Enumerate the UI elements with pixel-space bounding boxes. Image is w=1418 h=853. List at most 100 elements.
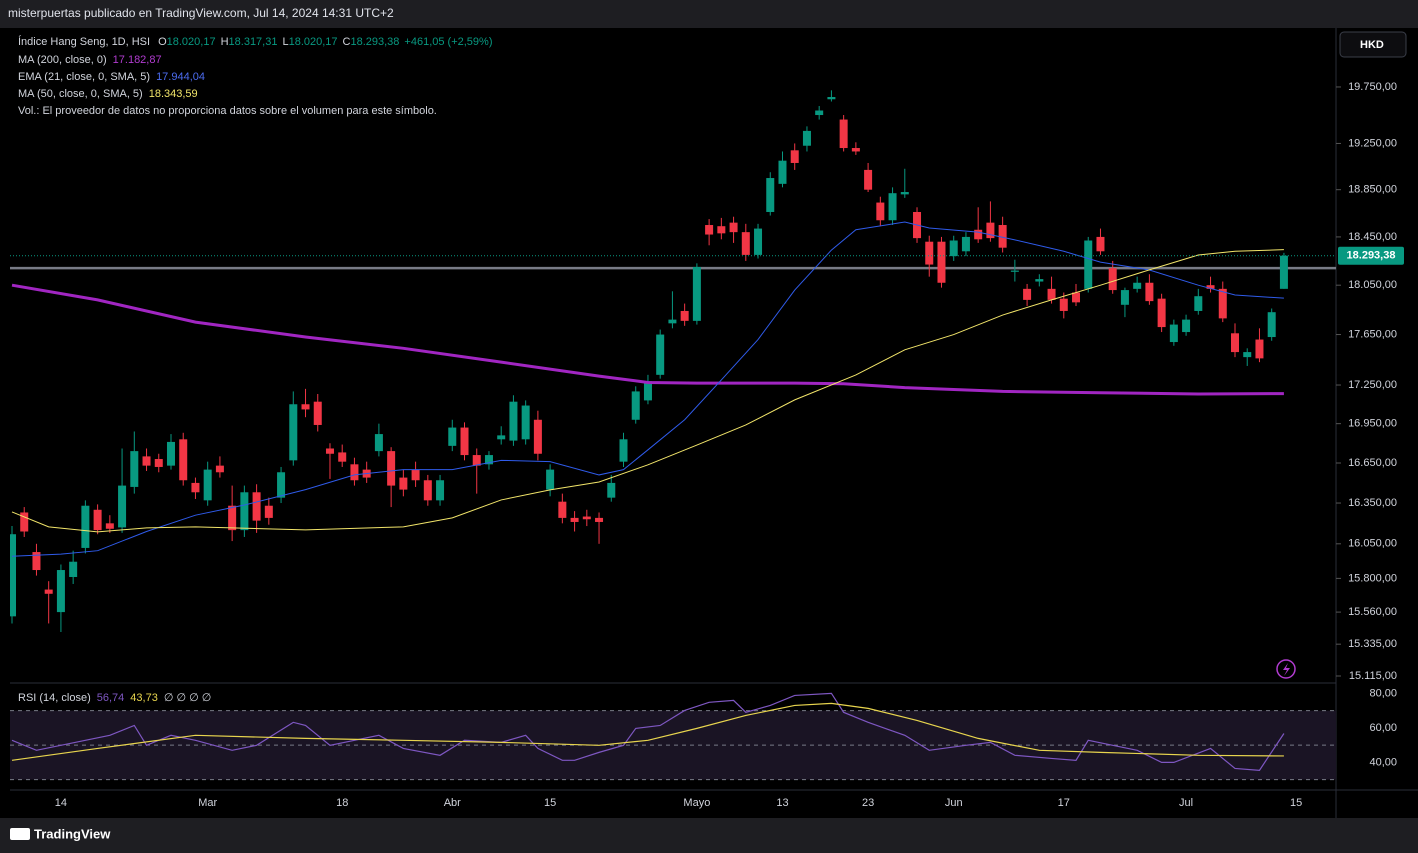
indicator-legend: EMA (21, close, 0, SMA, 5) 17.944,04: [18, 71, 205, 83]
candle-body: [1072, 292, 1081, 303]
x-tick-label: 14: [55, 797, 67, 809]
candle-body: [338, 452, 347, 462]
currency: HKD: [1360, 39, 1384, 51]
candle-body: [1133, 282, 1142, 289]
candle-body: [656, 334, 665, 375]
candle-body: [705, 225, 714, 235]
candle-body: [570, 517, 579, 522]
x-tick-label: 15: [544, 797, 556, 809]
legend-symbol: Índice Hang Seng, 1D, HSI: [18, 35, 150, 48]
candle-body: [1255, 339, 1264, 359]
candle-body: [546, 469, 555, 490]
candle-body: [56, 570, 65, 613]
candle-body: [166, 441, 175, 466]
candle-body: [802, 130, 811, 146]
candle-body: [607, 482, 616, 498]
candle-body: [240, 492, 249, 531]
brand: TradingView: [34, 826, 111, 841]
legend-ohlc-key: H: [221, 36, 229, 48]
y-tick-label: 15.800,00: [1348, 572, 1397, 584]
candle-body: [179, 439, 188, 481]
candle-body: [215, 465, 224, 473]
candle-body: [93, 509, 102, 531]
candle-body: [203, 469, 212, 501]
bottom-bar: [0, 818, 1418, 853]
legend-ohlc-key: C: [343, 36, 351, 48]
rsi-legend: RSI (14, close) 56,74 43,73 ∅ ∅ ∅ ∅: [18, 692, 211, 704]
rsi-tick-label: 40,00: [1369, 756, 1397, 768]
candle-body: [20, 512, 29, 532]
candle-body: [1035, 279, 1044, 282]
candle-body: [595, 517, 604, 522]
candle-body: [827, 97, 836, 100]
candle-body: [277, 472, 286, 498]
rsi-empty: ∅ ∅ ∅ ∅: [164, 692, 212, 704]
candle-body: [423, 480, 432, 501]
candle-body: [937, 241, 946, 283]
candle-body: [1279, 255, 1288, 289]
overlay: Índice Hang Seng, 1D, HSI O18.020,17 H18.3…: [18, 35, 1404, 809]
y-tick-label: 16.950,00: [1348, 418, 1397, 430]
candle-body: [1218, 288, 1227, 319]
x-tick-label: 15: [1290, 797, 1302, 809]
candle-body: [1047, 288, 1056, 300]
rsi-value: 43,73: [130, 692, 158, 704]
candle-body: [154, 459, 163, 467]
rsi-value: 56,74: [97, 692, 125, 704]
candle-body: [1059, 298, 1068, 311]
candle-body: [1157, 298, 1166, 328]
currency-button[interactable]: [1339, 31, 1407, 58]
rsi-title: RSI (14, close): [18, 692, 91, 704]
x-tick-label: 13: [776, 797, 788, 809]
logo: [10, 828, 30, 840]
candle-body: [582, 516, 591, 520]
y-tick-label: 17.250,00: [1348, 379, 1397, 391]
y-tick-label: 17.650,00: [1348, 328, 1397, 340]
x-tick-label: Abr: [444, 797, 461, 809]
indicator-line: [11, 692, 1285, 771]
indicator-name: MA (200, close, 0): [18, 54, 107, 66]
alert-icon[interactable]: [1276, 659, 1296, 679]
candle-body: [228, 505, 237, 531]
candle-body: [350, 464, 359, 481]
indicator-name: MA (50, close, 0, SMA, 5): [18, 88, 143, 100]
plot: [10, 90, 1336, 781]
x-tick-label: 23: [862, 797, 874, 809]
candle-body: [533, 419, 542, 454]
last-price-label: 18.293,38: [1347, 250, 1396, 262]
x-tick-label: Mayo: [683, 797, 710, 809]
y-tick-label: 16.650,00: [1348, 457, 1397, 469]
indicator-line: [11, 702, 1284, 761]
x-tick-label: Jun: [945, 797, 963, 809]
indicator-line: [11, 221, 1284, 557]
candle-body: [961, 236, 970, 252]
candle-body: [509, 401, 518, 441]
rsi-tick-label: 60,00: [1369, 722, 1397, 734]
candle-body: [949, 240, 958, 257]
candle-body: [790, 150, 799, 163]
candle-body: [32, 552, 41, 571]
legend-symbol-line: Índice Hang Seng, 1D, HSI O18.020,17 H18.3…: [18, 35, 493, 48]
indicator-line: [11, 249, 1284, 533]
candle-body: [668, 319, 677, 324]
legend-ohlc-value: 18.020,17: [167, 36, 216, 48]
candle-body: [1194, 296, 1203, 311]
candle-body: [998, 225, 1007, 248]
y-tick-label: 19.250,00: [1348, 137, 1397, 149]
header: misterpuertas publicado en TradingView.c…: [8, 6, 394, 20]
candle-body: [10, 534, 16, 617]
candle-body: [191, 482, 200, 493]
y-tick-label: 15.115,00: [1349, 670, 1397, 682]
indicator-value: 17.944,04: [156, 71, 205, 83]
candle-body: [717, 226, 726, 234]
candle-body: [81, 505, 90, 548]
candle-body: [484, 455, 493, 465]
candle-body: [1010, 270, 1019, 272]
candle-body: [900, 192, 909, 195]
candle-body: [1182, 319, 1191, 333]
legend-ohlc-value: 18.317,31: [229, 36, 278, 48]
candle-body: [643, 381, 652, 401]
x-tick-label: 17: [1058, 797, 1070, 809]
candle-body: [44, 589, 53, 594]
